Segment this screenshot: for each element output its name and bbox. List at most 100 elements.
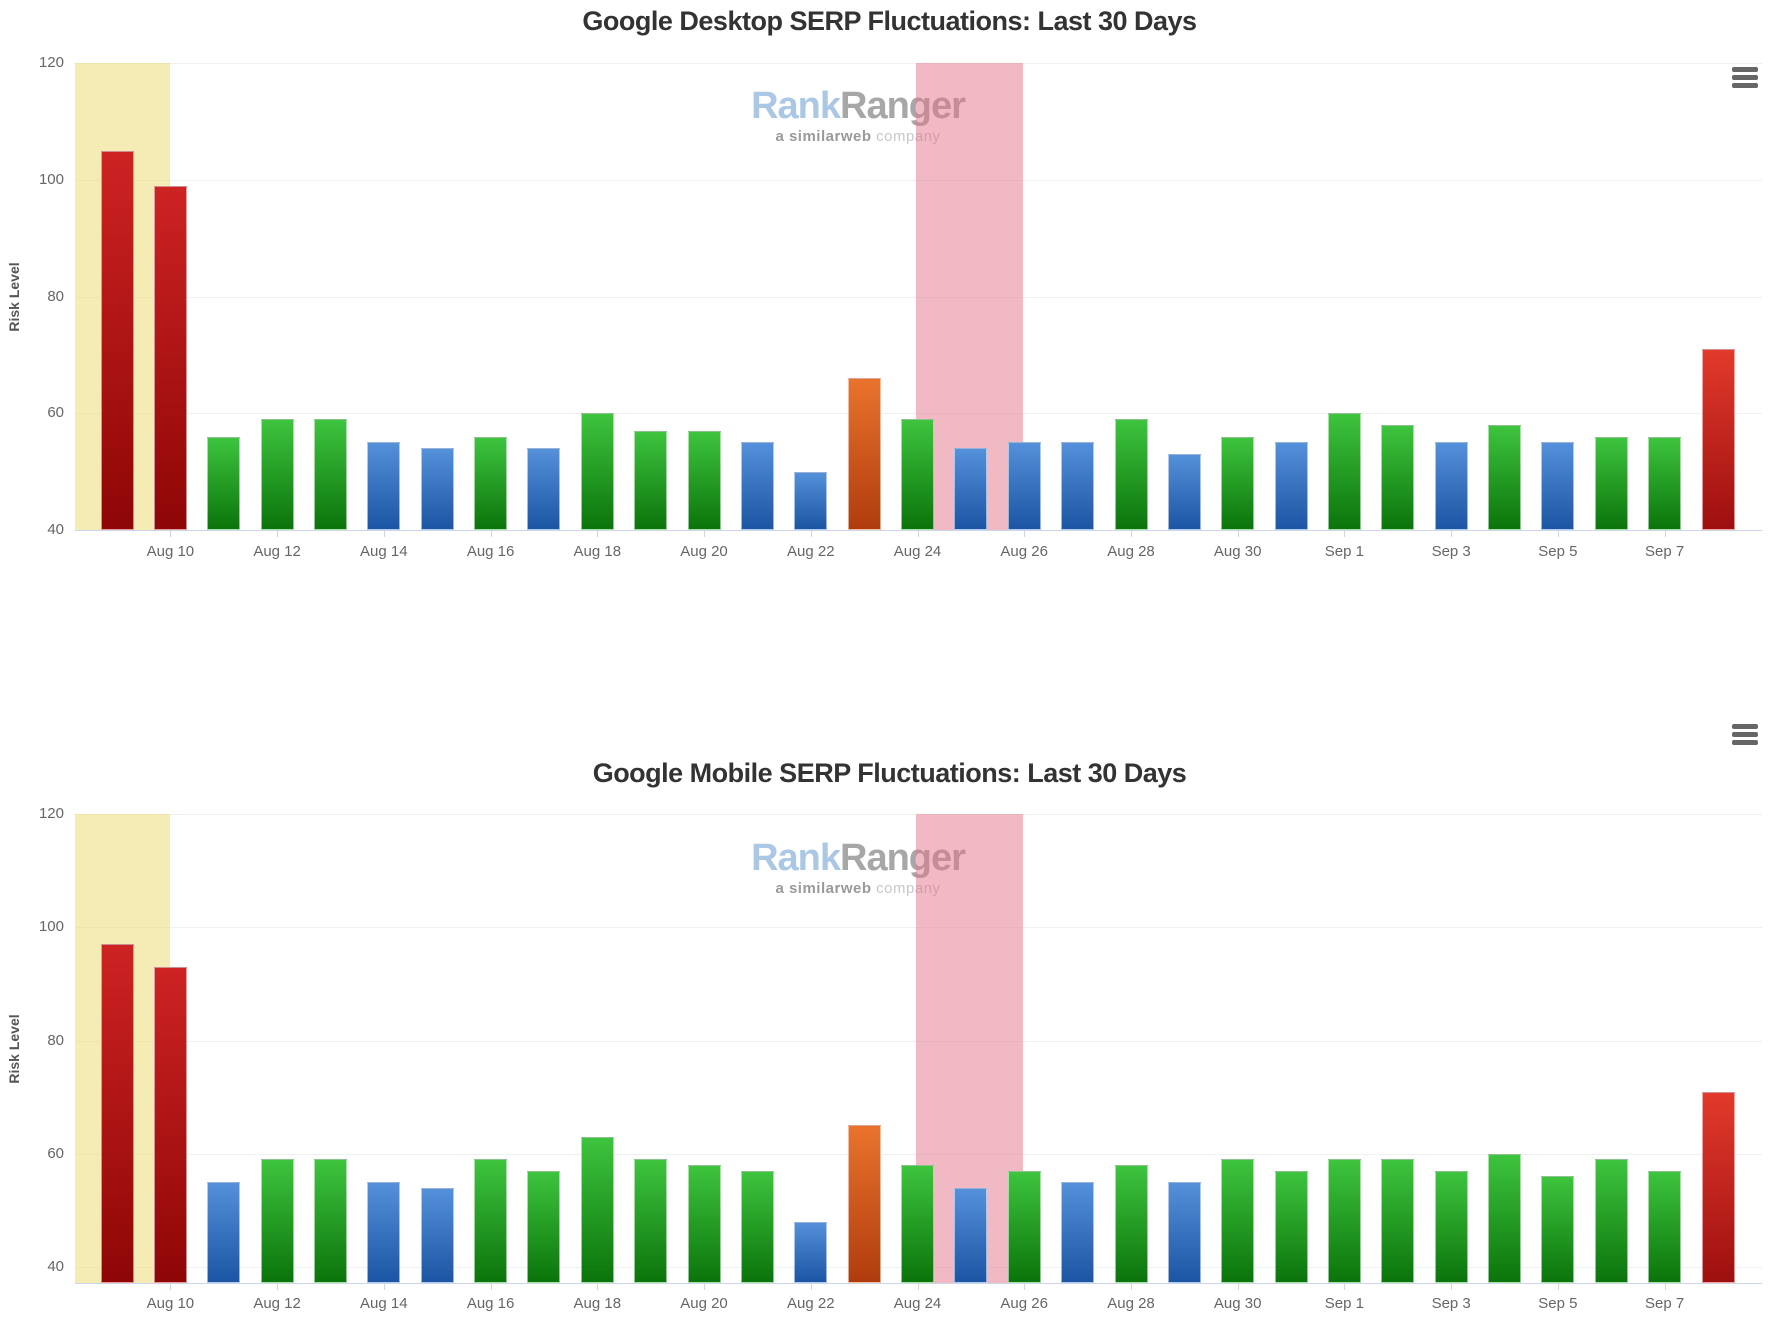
bar-aug-23[interactable] [847, 1125, 881, 1283]
x-tick-label: Sep 5 [1538, 1295, 1578, 1312]
x-tick-label: Sep 5 [1538, 543, 1578, 560]
bar-aug-19[interactable] [634, 430, 668, 530]
bar-sep-6[interactable] [1594, 436, 1628, 530]
bar-aug-30[interactable] [1221, 1159, 1255, 1283]
bar-aug-9[interactable] [100, 150, 134, 530]
bar-aug-16[interactable] [474, 436, 508, 530]
bar-sep-1[interactable] [1327, 1159, 1361, 1283]
bar-aug-14[interactable] [367, 1182, 401, 1283]
bar-aug-26[interactable] [1007, 1170, 1041, 1283]
bar-sep-8[interactable] [1701, 349, 1735, 530]
bar-sep-5[interactable] [1541, 1176, 1575, 1283]
bar-sep-1[interactable] [1327, 413, 1361, 531]
bar-aug-18[interactable] [580, 413, 614, 531]
x-tick-label: Aug 26 [1000, 1295, 1048, 1312]
x-tick-mark [597, 1284, 599, 1290]
y-tick-label: 80 [47, 287, 64, 305]
y-tick-label: 120 [38, 54, 64, 71]
x-tick-mark [1024, 1284, 1026, 1290]
bar-aug-17[interactable] [527, 448, 561, 530]
bar-aug-11[interactable] [207, 1182, 241, 1283]
bar-aug-15[interactable] [420, 1187, 454, 1283]
bar-aug-22[interactable] [794, 471, 828, 530]
bar-sep-2[interactable] [1381, 1159, 1415, 1283]
bar-aug-24[interactable] [901, 1165, 934, 1283]
bar-aug-16[interactable] [474, 1159, 508, 1283]
x-tick-mark [1664, 1284, 1666, 1290]
bar-aug-22[interactable] [794, 1221, 828, 1283]
x-tick-mark [810, 531, 812, 537]
bar-aug-10[interactable] [153, 185, 187, 530]
bar-aug-31[interactable] [1274, 1170, 1308, 1283]
bar-aug-23[interactable] [847, 378, 881, 530]
bar-sep-7[interactable] [1648, 1170, 1682, 1283]
bar-sep-8[interactable] [1701, 1091, 1735, 1283]
chart-title: Google Mobile SERP Fluctuations: Last 30… [592, 758, 1187, 788]
bar-sep-3[interactable] [1434, 442, 1468, 530]
bar-aug-10[interactable] [153, 966, 187, 1283]
x-tick-label: Aug 14 [360, 543, 408, 560]
x-tick-mark [1344, 1284, 1346, 1290]
x-tick-label: Sep 7 [1644, 1295, 1685, 1312]
x-tick-mark [1557, 531, 1559, 537]
bar-aug-15[interactable] [420, 448, 454, 530]
x-tick-label: Aug 20 [680, 1295, 728, 1312]
bar-aug-21[interactable] [740, 442, 774, 530]
bar-aug-11[interactable] [207, 436, 241, 530]
bar-aug-27[interactable] [1061, 442, 1095, 530]
bar-aug-29[interactable] [1167, 1182, 1201, 1283]
x-tick-mark [277, 1284, 279, 1290]
bar-aug-13[interactable] [314, 1159, 347, 1283]
x-tick-mark [1451, 1284, 1453, 1290]
x-tick-mark [917, 1284, 919, 1290]
bar-aug-20[interactable] [687, 430, 721, 530]
bar-aug-29[interactable] [1167, 454, 1201, 530]
bar-sep-2[interactable] [1381, 424, 1415, 530]
bar-sep-3[interactable] [1434, 1170, 1468, 1283]
bar-aug-18[interactable] [580, 1136, 614, 1283]
bar-aug-27[interactable] [1061, 1182, 1095, 1283]
bar-sep-4[interactable] [1488, 424, 1521, 530]
x-tick-mark [1024, 531, 1026, 537]
bar-aug-31[interactable] [1274, 442, 1308, 530]
bar-sep-4[interactable] [1488, 1153, 1521, 1284]
bar-aug-13[interactable] [314, 419, 347, 530]
y-tick-label: 100 [38, 170, 64, 188]
bar-aug-25[interactable] [954, 1187, 988, 1283]
bar-aug-24[interactable] [901, 419, 934, 530]
bar-aug-25[interactable] [954, 448, 988, 530]
bar-aug-20[interactable] [687, 1165, 721, 1283]
bar-aug-26[interactable] [1007, 442, 1041, 530]
y-tick-label: 40 [47, 521, 64, 538]
bar-aug-28[interactable] [1114, 419, 1148, 530]
bar-sep-7[interactable] [1648, 436, 1682, 530]
x-tick-label: Aug 20 [680, 543, 728, 560]
bar-aug-14[interactable] [367, 442, 401, 530]
bar-aug-9[interactable] [100, 944, 134, 1283]
hamburger-export-menu-button[interactable] [1732, 67, 1758, 90]
y-tick-label: 100 [38, 918, 64, 936]
bar-sep-5[interactable] [1541, 442, 1575, 530]
x-tick-mark [917, 531, 919, 537]
bar-aug-30[interactable] [1221, 436, 1255, 530]
x-tick-label: Sep 1 [1324, 1295, 1364, 1312]
bar-aug-12[interactable] [260, 419, 294, 530]
x-tick-label: Aug 16 [466, 1295, 515, 1312]
bar-sep-6[interactable] [1594, 1159, 1628, 1283]
x-tick-mark [597, 531, 599, 537]
x-axis-line [75, 1283, 1762, 1284]
x-axis-line [75, 530, 1762, 531]
x-tick-mark [1664, 531, 1666, 537]
y-axis-title: Risk Level [6, 1014, 22, 1084]
x-tick-label: Aug 28 [1107, 1295, 1155, 1312]
y-tick-label: 40 [47, 1258, 64, 1275]
bar-aug-28[interactable] [1114, 1165, 1148, 1283]
hamburger-export-menu-button[interactable] [1732, 724, 1758, 747]
bar-aug-19[interactable] [634, 1159, 668, 1283]
bar-aug-12[interactable] [260, 1159, 294, 1283]
x-tick-label: Aug 18 [573, 543, 622, 560]
x-tick-mark [704, 1284, 705, 1290]
bar-aug-21[interactable] [740, 1170, 774, 1283]
x-tick-mark [490, 1284, 492, 1290]
bar-aug-17[interactable] [527, 1170, 561, 1283]
